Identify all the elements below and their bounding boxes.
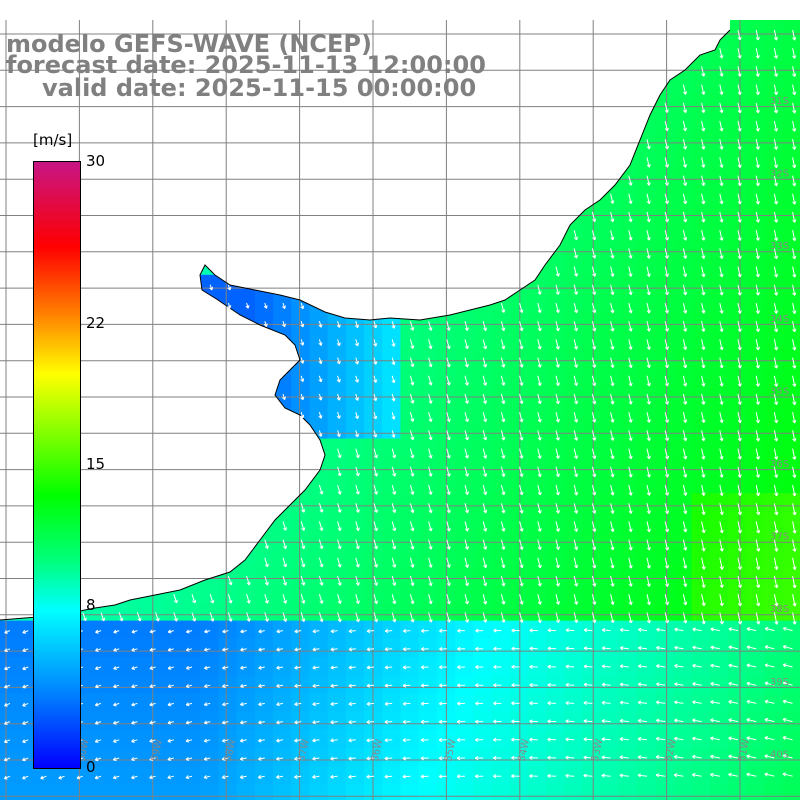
colorbar-tick-label: 0 [86,758,96,776]
longitude-label: 57W [296,738,311,763]
longitude-label: 55W [443,738,458,763]
longitude-label: 59W [150,738,165,763]
coastline [0,29,731,621]
latitude-label: 37S [770,532,789,543]
longitude-label: 51W [737,738,752,763]
model-title: modelo GEFS-WAVE (NCEP) [6,30,372,58]
latitude-label: 32S [770,169,789,180]
colorbar-tick-label: 8 [86,596,96,615]
longitude-label: 54W [517,738,532,763]
latitude-label: 40S [770,749,789,760]
latitude-label: 38S [770,604,789,615]
longitude-label: 52W [663,738,678,763]
latitude-label: 36S [770,459,789,470]
colorbar-tick-label: 22 [86,313,106,332]
colorbar-tick-label: 15 [86,455,106,473]
colorbar-tick-label: 30 [86,152,106,170]
wind-arrows [3,29,797,780]
latitude-label: 35S [770,386,789,397]
longitude-label: 58W [223,738,238,763]
colorbar [33,161,81,769]
longitude-label: 53W [590,738,605,763]
latitude-label: 31S [770,96,789,107]
longitude-label: 56W [370,738,385,763]
forecast-date: forecast date: 2025-11-13 12:00:00 [6,51,486,79]
latitude-label: 39S [770,677,789,688]
colorbar-unit: [m/s] [33,131,73,149]
latitude-label: 33S [770,241,789,252]
land-area [0,0,730,620]
valid-date: valid date: 2025-11-15 00:00:00 [42,74,477,102]
latitude-label: 34S [770,314,789,325]
